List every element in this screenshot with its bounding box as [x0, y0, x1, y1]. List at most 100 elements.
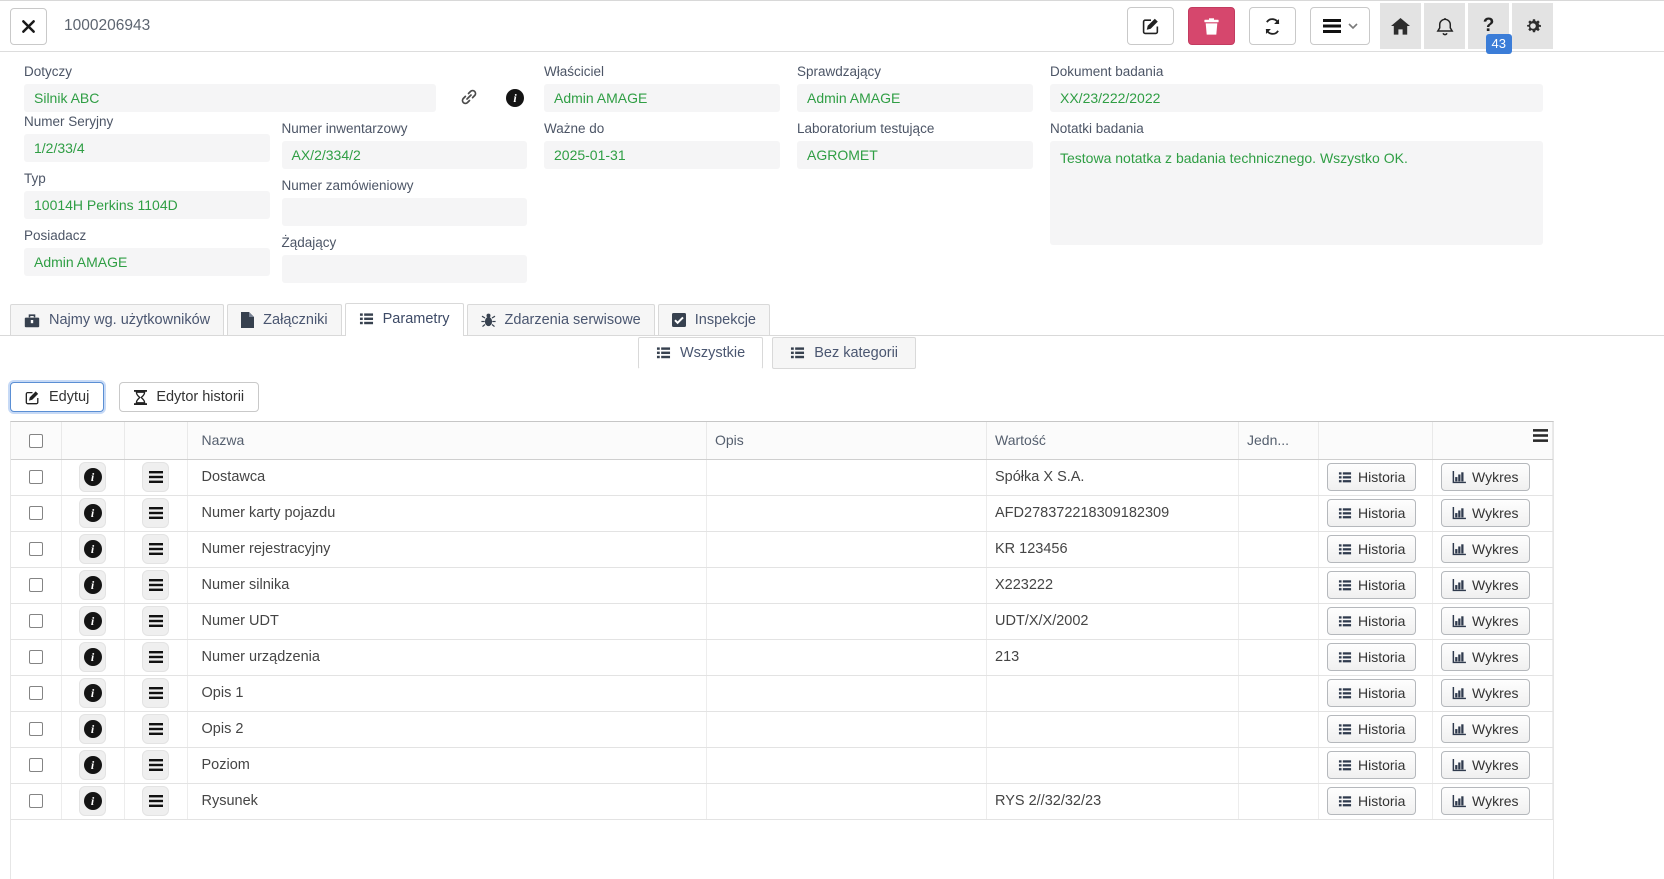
chart-button[interactable]: Wykres: [1441, 787, 1530, 815]
row-checkbox[interactable]: [28, 578, 43, 593]
dotyczy-field: Silnik ABC: [24, 84, 436, 112]
history-button[interactable]: Historia: [1327, 535, 1417, 563]
bar-chart-icon: [1452, 686, 1466, 699]
param-name-cell: Rysunek: [187, 783, 707, 820]
chart-button[interactable]: Wykres: [1441, 715, 1530, 743]
row-menu-button[interactable]: [142, 786, 169, 816]
row-menu-button[interactable]: [142, 570, 169, 600]
tab-inspekcje[interactable]: Inspekcje: [657, 304, 770, 335]
chart-button[interactable]: Wykres: [1441, 499, 1530, 527]
row-menu-button[interactable]: [142, 534, 169, 564]
row-checkbox[interactable]: [28, 470, 43, 485]
row-info-button[interactable]: i: [79, 714, 106, 744]
checkbox-checked-icon: [671, 313, 686, 327]
chart-button[interactable]: Wykres: [1441, 643, 1530, 671]
table-actions: Edytuj Edytor historii: [10, 382, 1664, 412]
tab-zdarzenia-serwisowe[interactable]: Zdarzenia serwisowe: [466, 304, 655, 335]
row-info-button[interactable]: i: [79, 642, 106, 672]
chart-button[interactable]: Wykres: [1441, 679, 1530, 707]
history-button[interactable]: Historia: [1327, 571, 1417, 599]
row-checkbox[interactable]: [28, 650, 43, 665]
link-icon[interactable]: [460, 88, 478, 106]
table-row: i Poziom Historia Wykres: [11, 747, 1553, 784]
field-label: Laboratorium testujące: [797, 121, 935, 136]
row-menu-button[interactable]: [142, 498, 169, 528]
bar-chart-icon: [1452, 506, 1466, 519]
home-button[interactable]: [1380, 3, 1421, 49]
history-button[interactable]: Historia: [1327, 607, 1417, 635]
row-info-button[interactable]: i: [79, 534, 106, 564]
bug-icon: [480, 313, 496, 328]
more-actions-button[interactable]: [1310, 7, 1370, 45]
history-button[interactable]: Historia: [1327, 715, 1417, 743]
row-checkbox[interactable]: [28, 506, 43, 521]
table-header-row: Nazwa Opis Wartość Jedn...: [11, 422, 1553, 460]
row-menu-button[interactable]: [142, 750, 169, 780]
form-column-4: Dokument badania XX/23/222/2022 Notatki …: [1050, 62, 1543, 245]
row-info-button[interactable]: i: [79, 462, 106, 492]
settings-button[interactable]: [1512, 3, 1553, 49]
param-value-cell: [986, 747, 1239, 784]
row-checkbox[interactable]: [28, 614, 43, 629]
select-all-checkbox[interactable]: [28, 434, 43, 449]
param-description-cell: [706, 675, 987, 712]
row-info-button[interactable]: i: [79, 570, 106, 600]
list-icon: [1338, 507, 1352, 518]
row-checkbox[interactable]: [28, 758, 43, 773]
tab-parametry[interactable]: Parametry: [344, 303, 464, 336]
chart-button[interactable]: Wykres: [1441, 607, 1530, 635]
hamburger-menu-icon: [1322, 19, 1341, 33]
param-name-cell: Numer rejestracyjny: [187, 531, 707, 568]
row-info-button[interactable]: i: [79, 750, 106, 780]
row-checkbox[interactable]: [28, 542, 43, 557]
posiadacz-field: Admin AMAGE: [24, 248, 270, 276]
row-checkbox[interactable]: [28, 722, 43, 737]
row-menu-button[interactable]: [142, 714, 169, 744]
row-info-button[interactable]: i: [79, 606, 106, 636]
row-menu-button[interactable]: [142, 462, 169, 492]
param-unit-cell: [1238, 711, 1319, 748]
info-icon: i: [83, 612, 102, 630]
row-checkbox[interactable]: [28, 794, 43, 809]
list-icon: [1338, 651, 1352, 662]
param-name-cell: Dostawca: [187, 459, 707, 496]
chart-button[interactable]: Wykres: [1441, 463, 1530, 491]
info-icon: i: [83, 756, 102, 774]
history-button[interactable]: Historia: [1327, 643, 1417, 671]
history-editor-button[interactable]: Edytor historii: [119, 382, 260, 412]
refresh-button[interactable]: [1249, 7, 1296, 45]
close-button[interactable]: [10, 7, 47, 45]
info-icon: i: [83, 720, 102, 738]
notifications-button[interactable]: [1424, 3, 1465, 49]
row-checkbox[interactable]: [28, 686, 43, 701]
edit-parameters-button[interactable]: Edytuj: [10, 382, 105, 412]
delete-record-button[interactable]: [1188, 7, 1235, 45]
history-button[interactable]: Historia: [1327, 463, 1417, 491]
info-icon[interactable]: i: [506, 89, 524, 107]
tab-najmy[interactable]: Najmy wg. użytkowników: [10, 304, 225, 335]
subtab-wszystkie[interactable]: Wszystkie: [637, 337, 764, 369]
list-icon: [1338, 543, 1352, 554]
chart-button[interactable]: Wykres: [1441, 571, 1530, 599]
row-menu-button[interactable]: [142, 678, 169, 708]
row-info-button[interactable]: i: [79, 786, 106, 816]
history-button[interactable]: Historia: [1327, 499, 1417, 527]
edit-record-button[interactable]: [1127, 7, 1174, 45]
row-info-button[interactable]: i: [79, 498, 106, 528]
list-icon: [1338, 471, 1352, 482]
history-button[interactable]: Historia: [1327, 751, 1417, 779]
row-info-button[interactable]: i: [79, 678, 106, 708]
chart-button[interactable]: Wykres: [1441, 751, 1530, 779]
help-button[interactable]: ? 43: [1468, 3, 1512, 54]
row-menu-button[interactable]: [142, 606, 169, 636]
chart-button[interactable]: Wykres: [1441, 535, 1530, 563]
row-menu-button[interactable]: [142, 642, 169, 672]
table-row: i Opis 2 Historia Wykres: [11, 711, 1553, 748]
column-config-icon[interactable]: [1533, 429, 1548, 442]
subtab-bez-kategorii[interactable]: Bez kategorii: [772, 337, 917, 369]
param-description-cell: [706, 783, 987, 820]
tab-zalaczniki[interactable]: Załączniki: [227, 304, 342, 335]
history-button[interactable]: Historia: [1327, 679, 1417, 707]
history-button[interactable]: Historia: [1327, 787, 1417, 815]
param-value-cell: Spółka X S.A.: [986, 459, 1239, 496]
